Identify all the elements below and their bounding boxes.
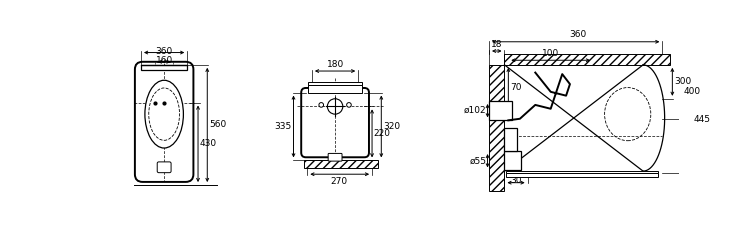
Text: 335: 335 bbox=[274, 122, 291, 131]
Ellipse shape bbox=[149, 88, 180, 140]
Ellipse shape bbox=[145, 80, 184, 148]
Circle shape bbox=[347, 103, 352, 107]
Bar bbox=[506, 171, 658, 174]
Text: 180: 180 bbox=[327, 60, 344, 69]
Text: 560: 560 bbox=[209, 120, 226, 130]
FancyBboxPatch shape bbox=[157, 162, 171, 173]
Bar bbox=[141, 65, 187, 70]
Text: 320: 320 bbox=[383, 122, 400, 131]
Text: 400: 400 bbox=[683, 87, 700, 96]
Bar bbox=[506, 174, 658, 177]
Bar bbox=[504, 54, 670, 65]
Circle shape bbox=[319, 103, 324, 107]
Bar bbox=[489, 65, 504, 191]
Text: 270: 270 bbox=[330, 177, 348, 186]
Text: 300: 300 bbox=[674, 77, 691, 86]
Text: 430: 430 bbox=[200, 139, 217, 148]
Text: ø102: ø102 bbox=[464, 106, 487, 115]
Text: 18: 18 bbox=[491, 40, 503, 49]
Text: 30: 30 bbox=[510, 176, 522, 185]
Text: 100: 100 bbox=[542, 49, 559, 58]
Bar bbox=[504, 128, 517, 151]
Text: 360: 360 bbox=[156, 47, 173, 56]
Text: 360: 360 bbox=[569, 30, 586, 39]
Text: 445: 445 bbox=[693, 115, 710, 124]
Bar bbox=[308, 82, 362, 85]
Circle shape bbox=[327, 99, 342, 114]
Bar bbox=[489, 101, 512, 120]
Text: ø55: ø55 bbox=[469, 156, 487, 165]
Text: 70: 70 bbox=[510, 83, 522, 92]
FancyBboxPatch shape bbox=[328, 153, 342, 161]
Text: 160: 160 bbox=[156, 56, 173, 65]
Bar bbox=[304, 160, 378, 168]
Bar bbox=[504, 151, 522, 170]
Text: 220: 220 bbox=[373, 129, 391, 138]
FancyBboxPatch shape bbox=[301, 88, 369, 157]
Bar bbox=[308, 85, 362, 92]
FancyBboxPatch shape bbox=[135, 62, 194, 182]
